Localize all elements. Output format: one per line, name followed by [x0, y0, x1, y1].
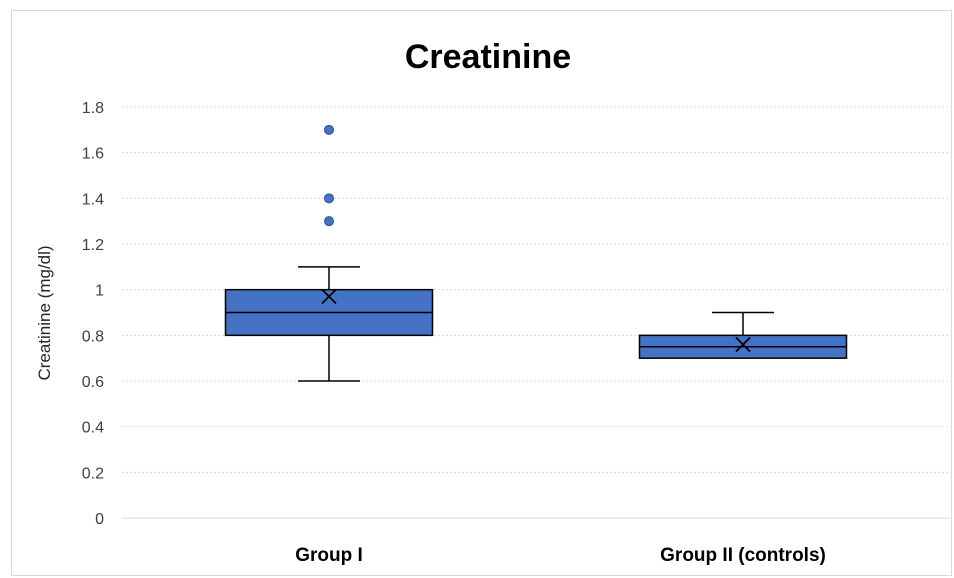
y-tick-label: 0.8 — [82, 328, 104, 345]
y-axis-ticks: 0 0.2 0.4 0.6 0.8 1 1.2 1.4 1.6 1.8 — [82, 100, 104, 528]
outlier-point — [324, 124, 334, 135]
category-label: Group I — [295, 545, 363, 566]
y-axis-title: Creatinine (mg/dl) — [35, 245, 54, 380]
category-label: Group II (controls) — [660, 545, 826, 566]
mean-marker — [735, 336, 751, 353]
y-tick-label: 0.2 — [82, 465, 104, 482]
y-tick-label: 1.2 — [82, 237, 104, 254]
y-tick-label: 0.6 — [82, 374, 104, 391]
box-2 — [638, 311, 848, 359]
y-tick-label: 1.8 — [82, 100, 104, 117]
outlier-point — [324, 193, 334, 204]
chart-title: Creatinine — [405, 38, 571, 76]
outlier-point — [324, 216, 334, 227]
y-tick-label: 1 — [95, 283, 104, 300]
y-tick-label: 0 — [95, 511, 104, 528]
gridlines — [122, 106, 950, 519]
box-1 — [224, 124, 434, 382]
x-axis-categories: Group I Group II (controls) — [295, 545, 826, 566]
y-tick-label: 0.4 — [82, 420, 104, 437]
chart-frame — [11, 10, 952, 576]
mean-marker — [321, 288, 337, 305]
y-tick-label: 1.4 — [82, 191, 104, 208]
y-tick-label: 1.6 — [82, 146, 104, 163]
box-series — [224, 124, 848, 382]
